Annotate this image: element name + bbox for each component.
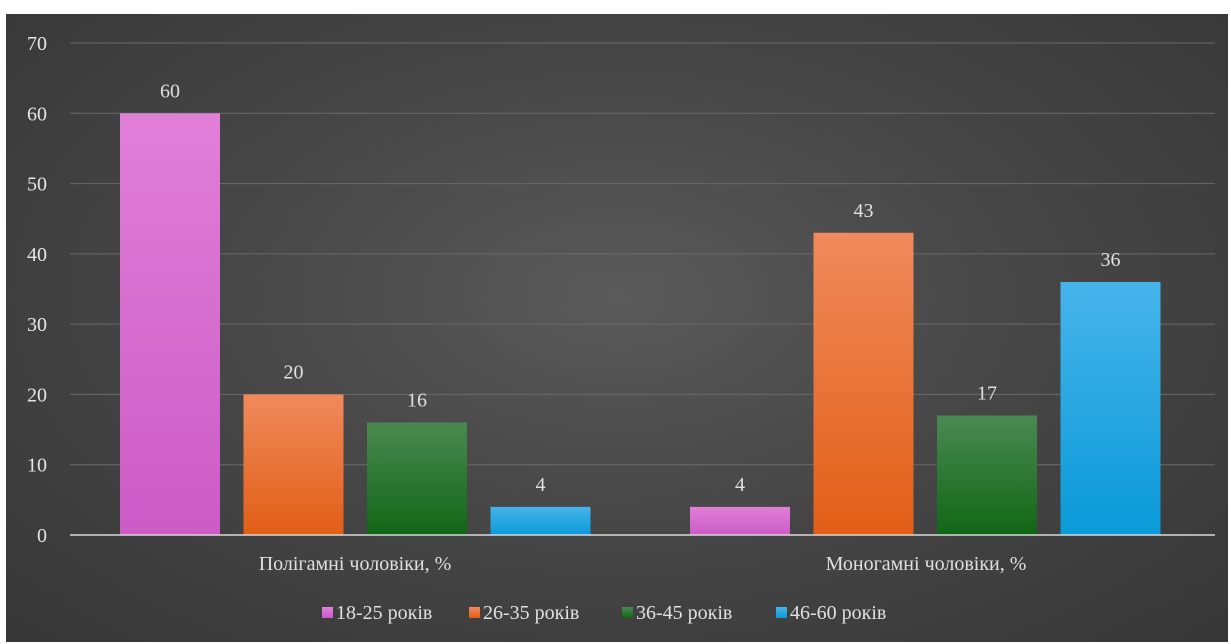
legend: 18-25 років 26-35 років 36-45 років 46-60 р…: [322, 602, 886, 624]
legend-swatch: [469, 607, 480, 618]
bar-1-2: [690, 506, 790, 535]
y-tick-label: 60: [27, 103, 47, 125]
legend-label: 46-60 років: [790, 602, 886, 624]
y-tick-label: 70: [27, 33, 47, 55]
data-label: 60: [160, 80, 180, 102]
legend-swatch: [776, 607, 787, 618]
y-tick-label: 0: [37, 525, 47, 547]
data-label: 20: [284, 361, 304, 383]
bar-2-1: [243, 394, 344, 535]
category-label: Полігамні чоловіки, %: [259, 553, 452, 575]
data-label: 36: [1101, 249, 1121, 271]
bar-3-2: [937, 415, 1037, 535]
y-tick-label: 30: [27, 314, 47, 336]
bar-2-2: [813, 232, 914, 535]
y-tick-label: 10: [27, 455, 47, 477]
category-labels: Полігамні чоловіки, % Моногамні чоловіки,…: [259, 553, 1027, 575]
y-tick-label: 20: [27, 384, 47, 406]
bars: [120, 113, 1161, 536]
data-label: 17: [977, 383, 997, 405]
gridlines: [70, 42, 1215, 466]
bar-1-1: [120, 113, 220, 536]
legend-swatch: [622, 607, 633, 618]
y-tick-label: 50: [27, 174, 47, 196]
legend-swatch: [322, 607, 333, 618]
legend-label: 26-35 років: [483, 602, 579, 624]
y-axis-tick-labels: 0 10 20 30 40 50 60 70: [27, 33, 47, 547]
bar-4-2: [1060, 281, 1161, 535]
category-label: Моногамні чоловіки, %: [826, 553, 1027, 575]
legend-item: 46-60 років: [776, 602, 886, 624]
legend-item: 18-25 років: [322, 602, 432, 624]
legend-label: 18-25 років: [336, 602, 432, 624]
y-tick-label: 40: [27, 244, 47, 266]
bar-3-1: [367, 422, 467, 535]
legend-label: 36-45 років: [636, 602, 732, 624]
data-labels: 60 20 16 4 4 43 17 36: [160, 80, 1121, 496]
data-label: 16: [407, 390, 427, 412]
bar-4-1: [490, 506, 591, 535]
data-label: 4: [735, 474, 745, 496]
legend-item: 36-45 років: [622, 602, 732, 624]
legend-item: 26-35 років: [469, 602, 579, 624]
data-label: 4: [536, 474, 546, 496]
data-label: 43: [854, 200, 874, 222]
